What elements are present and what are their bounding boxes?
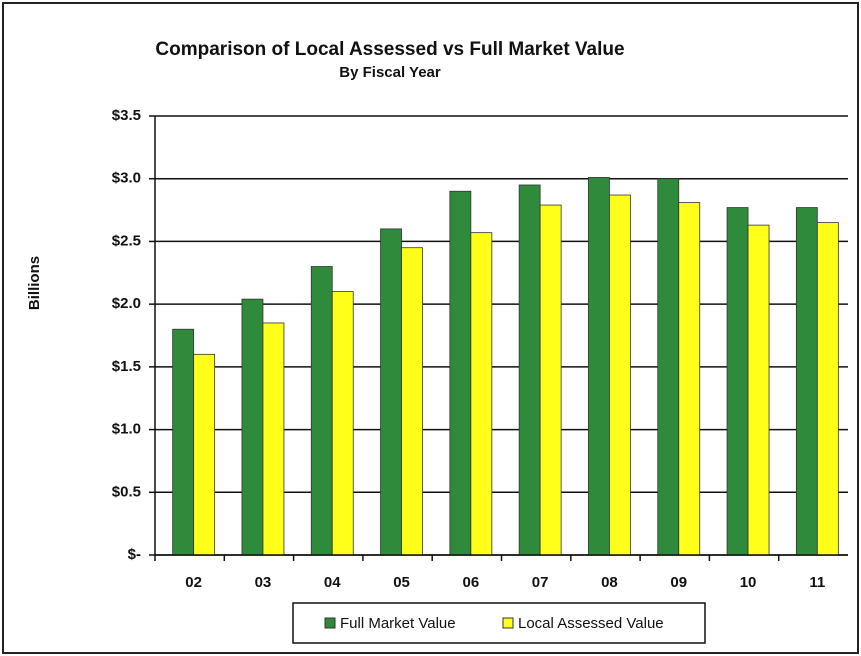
y-tick-label: $1.0 xyxy=(112,421,141,438)
y-tick-label: $3.0 xyxy=(112,170,141,187)
bar xyxy=(449,190,472,556)
y-tick-label: $0.5 xyxy=(112,483,141,500)
chart-title: Comparison of Local Assessed vs Full Mar… xyxy=(155,39,624,60)
bar xyxy=(609,194,631,556)
x-tick-label: 07 xyxy=(532,574,549,591)
x-tick-label: 09 xyxy=(670,574,687,591)
bar xyxy=(310,266,333,556)
legend-label: Local Assessed Value xyxy=(518,615,664,632)
bar xyxy=(401,247,423,556)
bar xyxy=(678,202,701,556)
bar xyxy=(657,178,680,556)
y-tick-label: $- xyxy=(128,546,141,563)
bar xyxy=(588,177,610,556)
bar xyxy=(539,204,562,556)
x-tick-label: 04 xyxy=(324,574,341,591)
bar xyxy=(518,184,541,556)
x-tick-label: 10 xyxy=(740,574,757,591)
y-tick-label: $2.0 xyxy=(112,295,141,312)
bar xyxy=(470,232,493,556)
bar xyxy=(262,322,285,556)
x-tick-label: 02 xyxy=(185,574,202,591)
x-tick-label: 05 xyxy=(393,574,410,591)
bar xyxy=(241,298,264,556)
x-tick-label: 08 xyxy=(601,574,618,591)
x-tick-label: 11 xyxy=(809,574,825,591)
bar xyxy=(193,353,216,556)
bar xyxy=(816,222,839,556)
bar xyxy=(380,228,402,556)
bar xyxy=(747,224,770,556)
y-axis-label: Billions xyxy=(26,256,43,310)
legend-label: Full Market Value xyxy=(340,615,456,632)
x-tick-label: 03 xyxy=(255,574,272,591)
x-tick-label: 06 xyxy=(463,574,480,591)
chart-subtitle: By Fiscal Year xyxy=(339,64,441,81)
y-tick-label: $3.5 xyxy=(112,107,141,124)
bar xyxy=(795,207,818,556)
bar xyxy=(331,291,354,556)
legend-swatch xyxy=(324,617,336,629)
y-tick-label: $1.5 xyxy=(112,358,141,375)
bar xyxy=(172,328,195,556)
y-tick-label: $2.5 xyxy=(112,232,141,249)
legend-box xyxy=(292,602,706,644)
legend-swatch xyxy=(502,617,514,629)
bar xyxy=(726,207,749,556)
